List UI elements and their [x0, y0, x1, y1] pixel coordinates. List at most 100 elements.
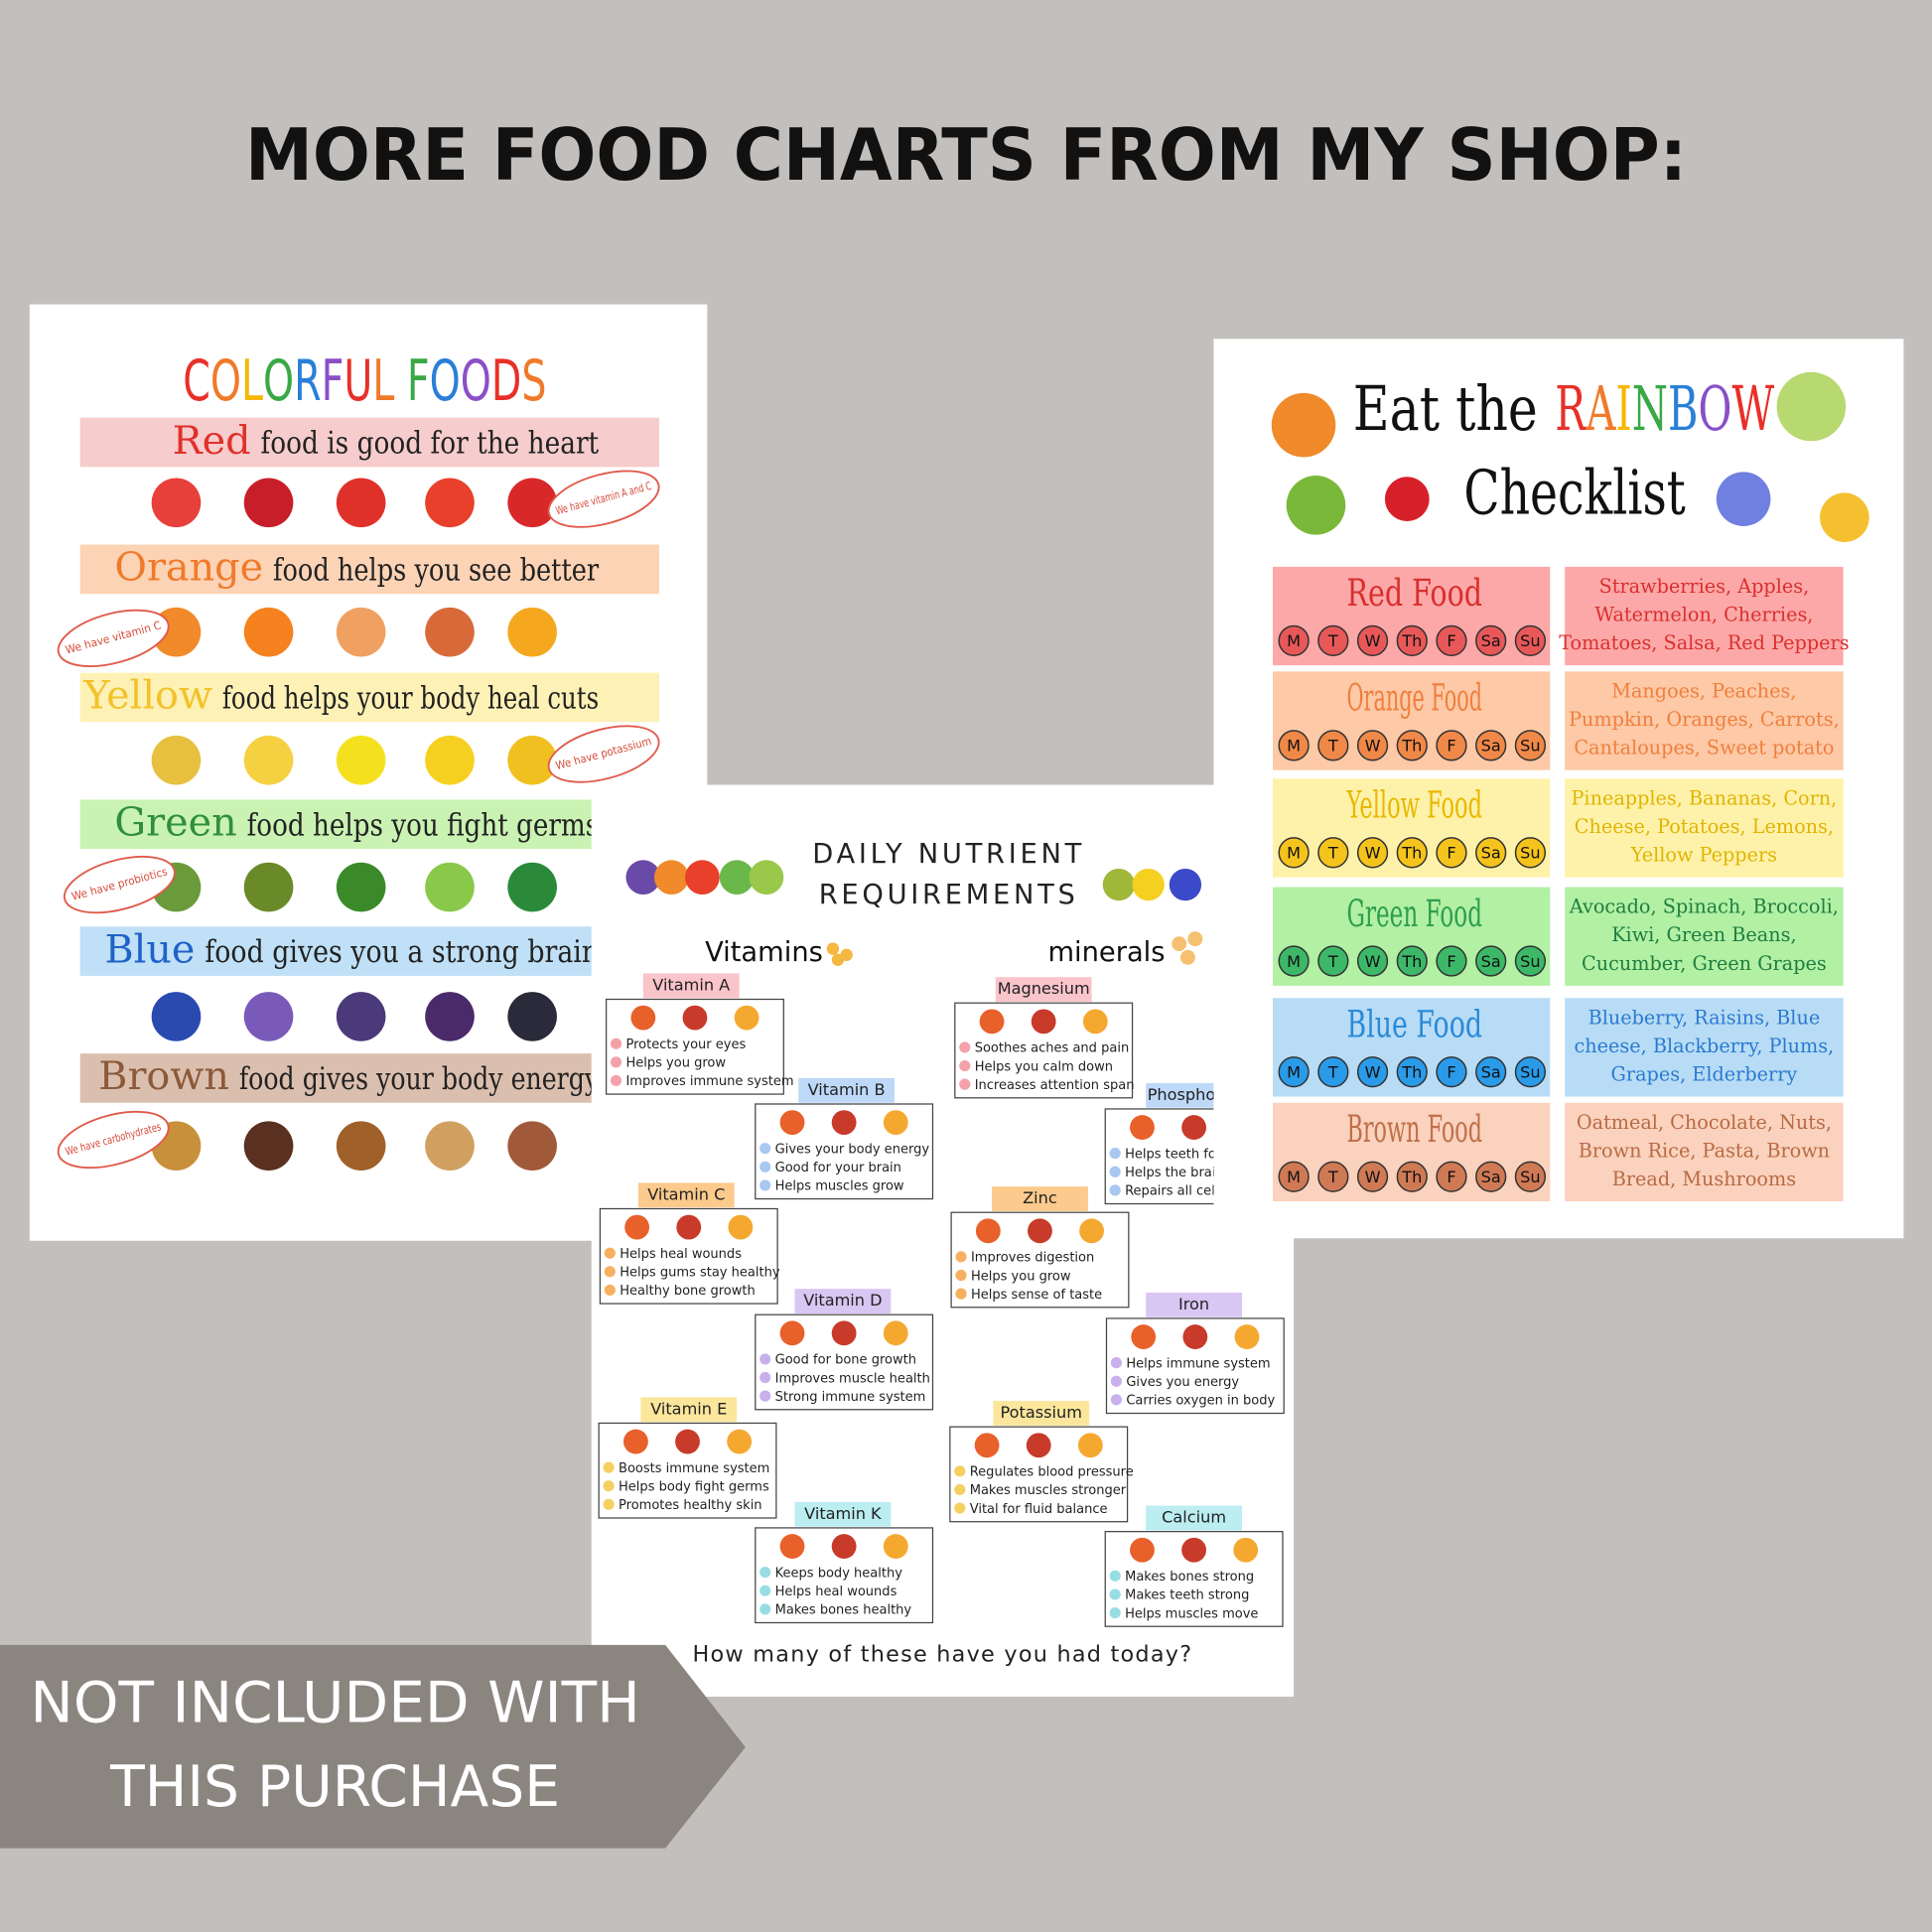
food-icon — [425, 862, 475, 912]
food-list-line: Grapes, Elderberry — [1611, 1062, 1798, 1085]
card-title: Zinc — [1023, 1188, 1057, 1207]
row-band — [79, 417, 659, 468]
day-checkbox[interactable] — [1278, 837, 1310, 869]
day-checkbox[interactable] — [1475, 1161, 1507, 1192]
day-checkbox[interactable] — [1396, 837, 1428, 869]
day-checkbox[interactable] — [1514, 837, 1547, 869]
food-list-line: Oatmeal, Chocolate, Nuts, — [1577, 1111, 1832, 1134]
food-icon — [1131, 1324, 1157, 1349]
benefit: Helps immune system — [1126, 1356, 1270, 1371]
day-checkbox[interactable] — [1278, 730, 1310, 761]
food-icon — [622, 1429, 648, 1454]
day-checkbox[interactable] — [1475, 1056, 1507, 1088]
day-checkbox[interactable] — [1514, 945, 1547, 977]
food-icon — [1130, 1115, 1155, 1140]
food-icon — [1031, 1009, 1056, 1035]
day-checkbox[interactable] — [1436, 837, 1467, 869]
food-icon — [243, 607, 294, 657]
food-icon — [1132, 868, 1165, 901]
food-icon — [719, 860, 755, 896]
food-icon — [151, 478, 202, 528]
food-icon — [779, 1320, 805, 1346]
food-icon — [1181, 1115, 1207, 1140]
card-tag — [642, 973, 740, 999]
bubble-outline — [57, 609, 170, 667]
day-checkbox[interactable] — [1356, 837, 1389, 869]
day-checkbox[interactable] — [1356, 945, 1389, 977]
benefit: Makes bones strong — [1125, 1570, 1254, 1585]
day-checkbox[interactable] — [1317, 945, 1349, 977]
day-checkbox[interactable] — [1436, 1056, 1467, 1088]
food-icon — [883, 1110, 908, 1136]
day-checkbox[interactable] — [1396, 730, 1428, 761]
day-checkbox[interactable] — [1475, 837, 1507, 869]
day-checkbox[interactable] — [1396, 1161, 1428, 1192]
day-checkbox[interactable] — [1278, 624, 1310, 656]
day-checkbox[interactable] — [1317, 624, 1349, 656]
day-checkbox[interactable] — [1278, 1161, 1310, 1192]
food-name: Yellow Food — [1346, 783, 1482, 827]
card-title: Vitamin C — [647, 1184, 725, 1203]
day-checkbox[interactable] — [1356, 730, 1389, 761]
day-checkbox[interactable] — [1317, 837, 1349, 869]
day-checkbox[interactable] — [1278, 945, 1310, 977]
day-checkbox[interactable] — [1514, 1161, 1547, 1192]
day-label: F — [1447, 952, 1455, 971]
food-icon — [734, 1005, 759, 1031]
day-checkbox[interactable] — [1514, 624, 1547, 656]
day-checkbox[interactable] — [1475, 624, 1507, 656]
day-checkbox[interactable] — [1475, 730, 1507, 761]
day-label: M — [1287, 631, 1301, 650]
nutrient-card: Zinc Improves digestion Helps you grow Help… — [950, 1186, 1130, 1309]
food-icon — [1234, 1324, 1260, 1349]
benefit: Makes teeth strong — [1125, 1588, 1249, 1603]
day-label: Su — [1520, 952, 1540, 971]
benefit: Good for bone growth — [775, 1353, 916, 1368]
row-band — [79, 799, 659, 850]
food-icon — [1110, 1357, 1122, 1369]
panel-title: REQUIREMENTS — [819, 880, 1079, 910]
color-word: Green — [114, 800, 236, 846]
day-label: Th — [1401, 844, 1422, 863]
food-icon — [1182, 1324, 1208, 1349]
day-checkbox[interactable] — [1436, 945, 1467, 977]
benefit: Boosts immune system — [619, 1461, 769, 1476]
day-checkbox[interactable] — [1317, 730, 1349, 761]
food-icon — [1109, 1166, 1121, 1177]
food-icon — [959, 1078, 971, 1090]
card-title: Vitamin K — [804, 1504, 882, 1523]
benefit: Helps muscles move — [1125, 1606, 1258, 1621]
day-checkbox[interactable] — [1514, 1056, 1547, 1088]
food-icon — [954, 1465, 966, 1477]
day-checkbox[interactable] — [1317, 1056, 1349, 1088]
day-checkbox[interactable] — [1278, 1056, 1310, 1088]
food-icon — [759, 1371, 771, 1384]
food-name: Blue Food — [1346, 1003, 1482, 1046]
benefit: Gives you energy — [1126, 1375, 1239, 1390]
food-icon — [959, 1059, 971, 1072]
benefit: Improves muscle health — [775, 1371, 930, 1386]
day-checkbox[interactable] — [1475, 945, 1507, 977]
day-checkbox[interactable] — [1436, 730, 1467, 761]
row-band — [79, 544, 659, 595]
day-label: W — [1365, 737, 1381, 756]
benefit: Improves digestion — [971, 1251, 1094, 1266]
food-icon — [727, 1429, 753, 1454]
day-checkbox[interactable] — [1356, 1056, 1389, 1088]
food-list-box — [1565, 778, 1844, 878]
day-checkbox[interactable] — [1514, 730, 1547, 761]
day-checkbox[interactable] — [1396, 1056, 1428, 1088]
day-checkbox[interactable] — [1396, 624, 1428, 656]
food-icon — [1169, 868, 1202, 901]
day-checkbox[interactable] — [1436, 624, 1467, 656]
day-checkbox[interactable] — [1356, 1161, 1389, 1192]
bubble-outline — [547, 470, 660, 528]
day-checkbox[interactable] — [1317, 1161, 1349, 1192]
card-title: Vitamin B — [808, 1080, 886, 1099]
day-checkbox[interactable] — [1356, 624, 1389, 656]
benefit: Strong immune system — [775, 1390, 926, 1405]
day-checkbox[interactable] — [1436, 1161, 1467, 1192]
day-checkbox[interactable] — [1396, 945, 1428, 977]
food-list-line: Bread, Mushrooms — [1612, 1168, 1796, 1190]
